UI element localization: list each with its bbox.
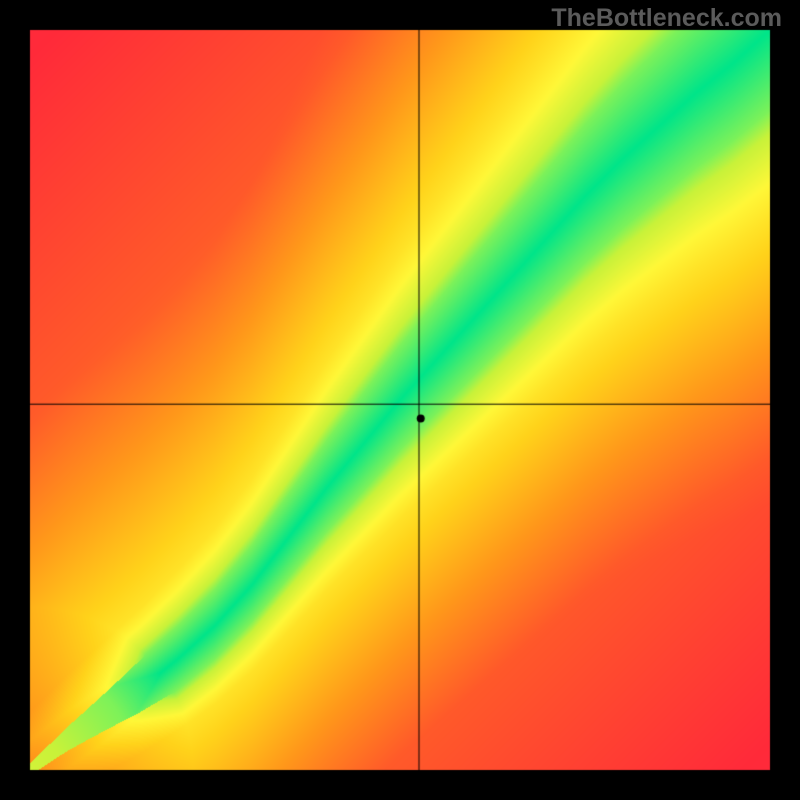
watermark-text: TheBottleneck.com [551, 4, 782, 33]
bottleneck-heatmap [0, 0, 800, 800]
chart-container: TheBottleneck.com [0, 0, 800, 800]
